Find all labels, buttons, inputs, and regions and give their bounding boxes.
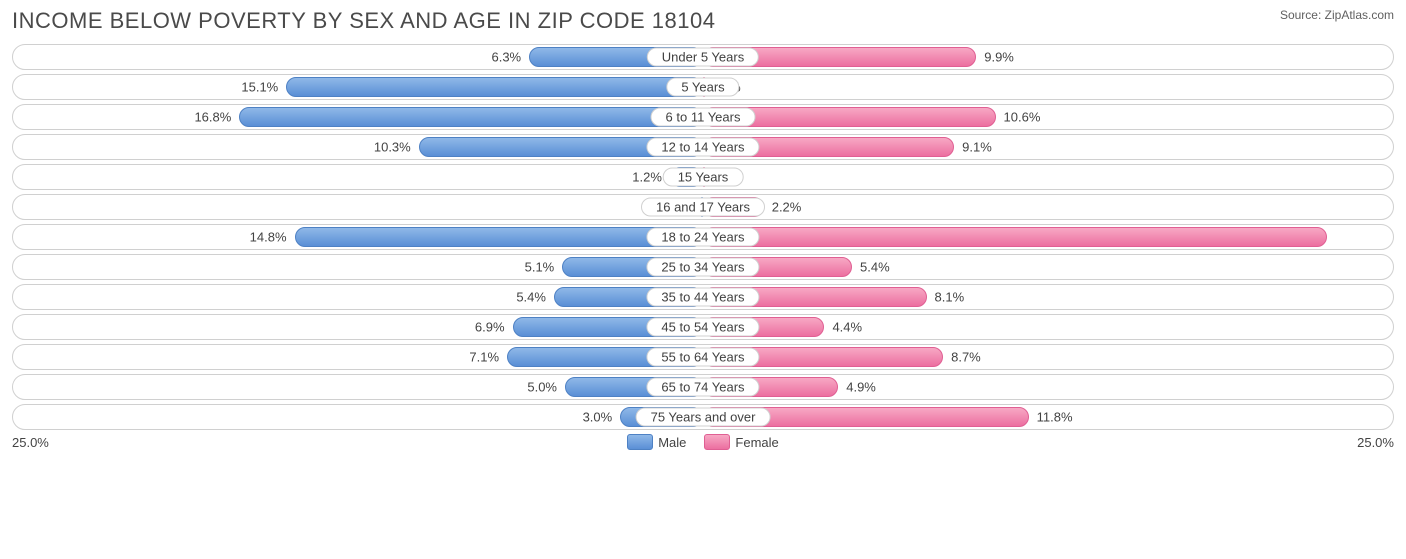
chart-row: 15.1%0.0%5 Years <box>12 74 1394 100</box>
male-swatch-icon <box>627 434 653 450</box>
male-value-label: 14.8% <box>250 230 287 245</box>
male-value-label: 6.9% <box>475 320 505 335</box>
female-value-label: 2.2% <box>772 200 802 215</box>
category-label: 65 to 74 Years <box>646 378 759 397</box>
male-value-label: 5.0% <box>527 380 557 395</box>
male-value-label: 5.4% <box>516 290 546 305</box>
chart-row: 7.1% 8.7% 55 to 64 Years <box>12 344 1394 370</box>
chart-source: Source: ZipAtlas.com <box>1280 8 1394 22</box>
male-value-label: 6.3% <box>491 50 521 65</box>
chart-row: 5.1% 5.4% 25 to 34 Years <box>12 254 1394 280</box>
male-value-label: 7.1% <box>469 350 499 365</box>
female-value-label: 9.1% <box>962 140 992 155</box>
category-label: 6 to 11 Years <box>651 108 756 127</box>
female-value-label: 4.9% <box>846 380 876 395</box>
chart-row: 14.8% 22.6% 18 to 24 Years <box>12 224 1394 250</box>
male-value-label: 5.1% <box>525 260 555 275</box>
category-label: 45 to 54 Years <box>646 318 759 337</box>
diverging-bar-chart: 6.3% 9.9% Under 5 Years 15.1%0.0%5 Years 16.… <box>12 44 1394 430</box>
male-value-label: 15.1% <box>241 80 278 95</box>
chart-row: 5.0% 4.9% 65 to 74 Years <box>12 374 1394 400</box>
category-label: 15 Years <box>663 168 744 187</box>
category-label: Under 5 Years <box>647 48 759 67</box>
male-bar <box>295 227 703 247</box>
female-swatch-icon <box>704 434 730 450</box>
chart-row: 0.0%2.2%16 and 17 Years <box>12 194 1394 220</box>
legend-male: Male <box>627 434 686 450</box>
female-value-label: 22.6% <box>1346 230 1383 245</box>
chart-row: 10.3% 9.1% 12 to 14 Years <box>12 134 1394 160</box>
chart-row: 5.4% 8.1% 35 to 44 Years <box>12 284 1394 310</box>
chart-row: 6.9% 4.4% 45 to 54 Years <box>12 314 1394 340</box>
category-label: 75 Years and over <box>636 408 771 427</box>
legend-female-label: Female <box>735 435 778 450</box>
category-label: 16 and 17 Years <box>641 198 765 217</box>
female-value-label: 5.4% <box>860 260 890 275</box>
male-bar <box>239 107 703 127</box>
chart-row: 6.3% 9.9% Under 5 Years <box>12 44 1394 70</box>
female-bar <box>703 227 1327 247</box>
chart-row: 1.2%0.0%15 Years <box>12 164 1394 190</box>
chart-row: 16.8% 10.6% 6 to 11 Years <box>12 104 1394 130</box>
chart-title: INCOME BELOW POVERTY BY SEX AND AGE IN Z… <box>12 8 715 34</box>
male-value-label: 3.0% <box>583 410 613 425</box>
female-value-label: 11.8% <box>1037 410 1073 425</box>
female-value-label: 8.1% <box>935 290 965 305</box>
legend-female: Female <box>704 434 778 450</box>
category-label: 25 to 34 Years <box>646 258 759 277</box>
male-bar <box>286 77 703 97</box>
female-value-label: 8.7% <box>951 350 981 365</box>
category-label: 55 to 64 Years <box>646 348 759 367</box>
male-value-label: 1.2% <box>632 170 662 185</box>
female-value-label: 4.4% <box>832 320 862 335</box>
category-label: 35 to 44 Years <box>646 288 759 307</box>
axis-right-max: 25.0% <box>1357 435 1394 450</box>
legend-male-label: Male <box>658 435 686 450</box>
category-label: 5 Years <box>666 78 739 97</box>
category-label: 18 to 24 Years <box>646 228 759 247</box>
legend: Male Female <box>627 434 779 450</box>
male-value-label: 16.8% <box>194 110 231 125</box>
female-value-label: 9.9% <box>984 50 1014 65</box>
axis-left-max: 25.0% <box>12 435 49 450</box>
female-value-label: 10.6% <box>1004 110 1041 125</box>
male-value-label: 10.3% <box>374 140 411 155</box>
category-label: 12 to 14 Years <box>646 138 759 157</box>
chart-row: 3.0% 11.8% 75 Years and over <box>12 404 1394 430</box>
